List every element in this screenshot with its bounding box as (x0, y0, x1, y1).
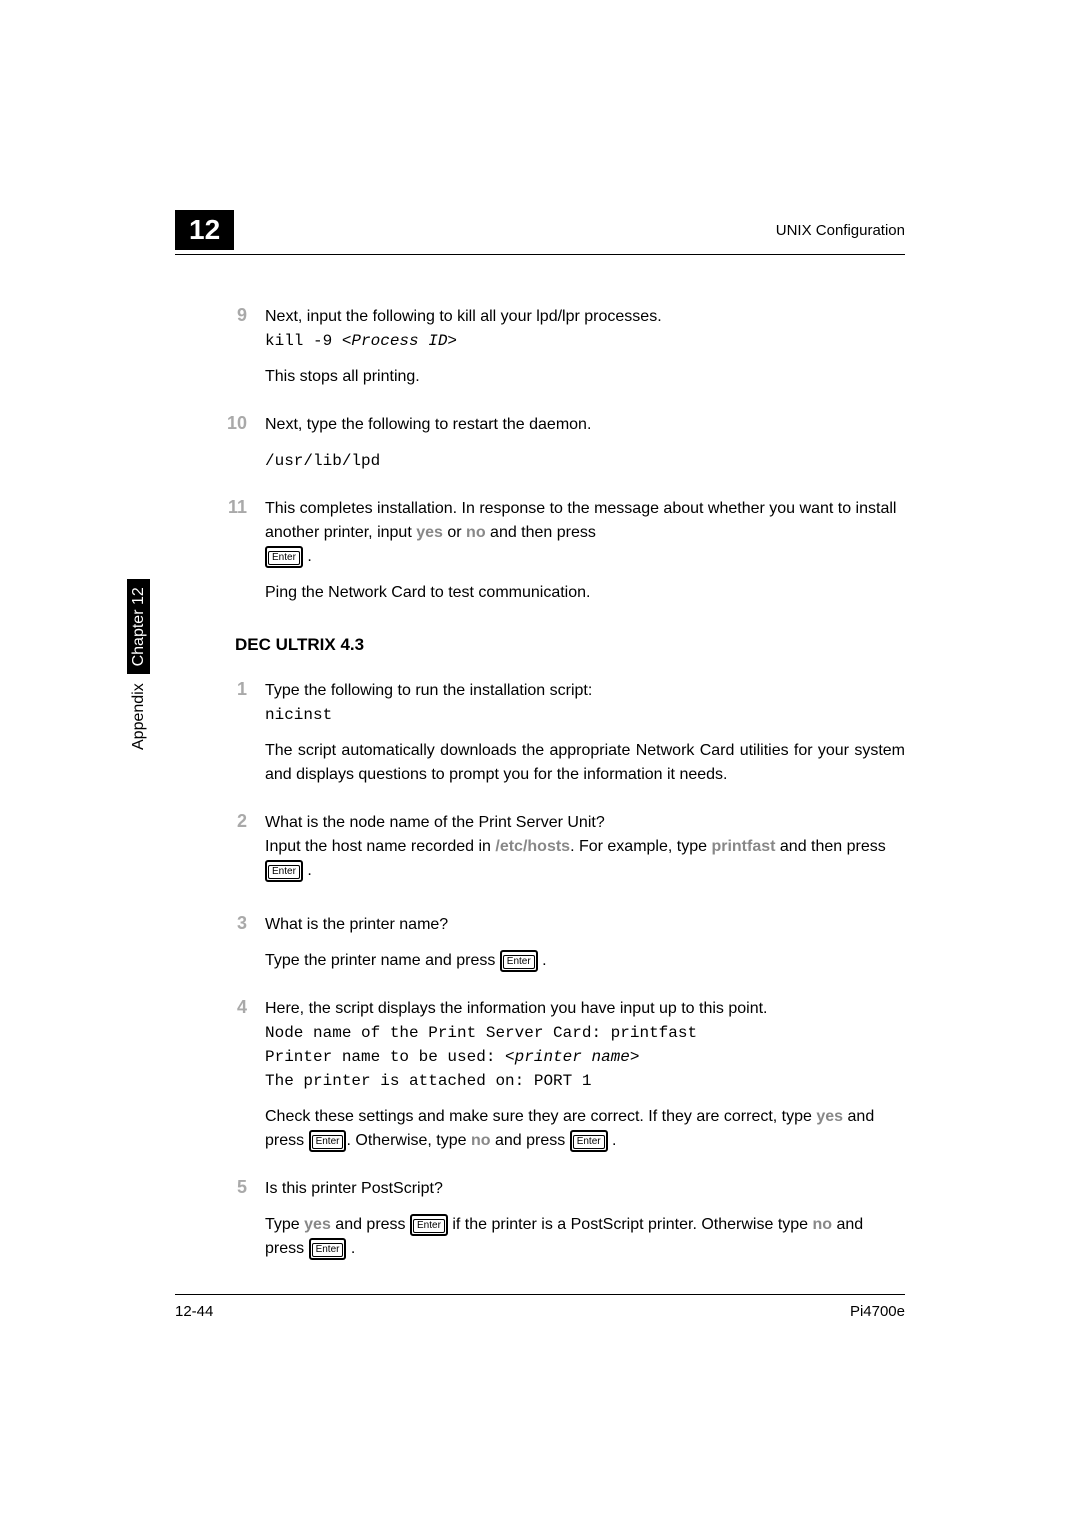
step-9: 9 Next, input the following to kill all … (175, 305, 905, 353)
yes-text: yes (304, 1216, 331, 1233)
step-text: What is the printer name? (265, 916, 448, 933)
step-number: 5 (175, 1177, 265, 1201)
step-b5: 5 Is this printer PostScript? (175, 1177, 905, 1201)
followup-pre: Check these settings and make sure they … (265, 1108, 816, 1125)
otherwise: . Otherwise, type (346, 1132, 471, 1149)
line2-mid: . For example, type (570, 838, 711, 855)
step-text: Next, input the following to kill all yo… (265, 308, 662, 325)
page-footer: 12-44 Pi4700e (175, 1294, 905, 1320)
yes-text: yes (816, 1108, 843, 1125)
line2-post: and then press (775, 838, 885, 855)
step-body: Here, the script displays the informatio… (265, 997, 905, 1093)
header-title: UNIX Configuration (776, 222, 905, 239)
yes-text: yes (416, 524, 443, 541)
no-text: no (466, 524, 486, 541)
sidebar-label: Appendix Chapter 12 (130, 579, 148, 750)
page-content: 12 UNIX Configuration 9 Next, input the … (175, 210, 905, 1285)
step-text: Type the following to run the installati… (265, 682, 592, 699)
code-text: nicinst (265, 706, 332, 724)
step-body: This completes installation. In response… (265, 497, 905, 569)
sidebar-prefix: Appendix (130, 683, 147, 750)
step-followup: Type the printer name and press Enter . (265, 949, 905, 973)
step-text: What is the node name of the Print Serve… (265, 814, 605, 831)
step-body: Type the following to run the installati… (265, 679, 905, 727)
step-number: 10 (175, 413, 265, 437)
step-body: What is the printer name? (265, 913, 905, 937)
and-press: and press (331, 1216, 410, 1233)
enter-key-icon: Enter (500, 950, 538, 972)
followup-pre: Type the printer name and press (265, 952, 500, 969)
code-text: kill -9 (265, 332, 342, 350)
step-text: Is this printer PostScript? (265, 1180, 443, 1197)
page-header: 12 UNIX Configuration (175, 210, 905, 255)
footer-doc: Pi4700e (850, 1303, 905, 1320)
step-text-post: and then press (486, 524, 596, 541)
step-body: Next, input the following to kill all yo… (265, 305, 905, 353)
step-code: /usr/lib/lpd (265, 449, 905, 473)
if-text: if the printer is a PostScript printer. … (448, 1216, 813, 1233)
code-line3: The printer is attached on: PORT 1 (265, 1072, 591, 1090)
printfast: printfast (711, 838, 775, 855)
step-followup: Ping the Network Card to test communicat… (265, 581, 905, 605)
enter-key-icon: Enter (570, 1130, 608, 1152)
step-number: 1 (175, 679, 265, 727)
step-followup: Check these settings and make sure they … (265, 1105, 905, 1153)
step-b4: 4 Here, the script displays the informat… (175, 997, 905, 1093)
code-line2-pre: Printer name to be used: (265, 1048, 505, 1066)
etc-hosts: /etc/hosts (495, 838, 570, 855)
section-heading: DEC ULTRIX 4.3 (235, 635, 905, 655)
line2-pre: Input the host name recorded in (265, 838, 495, 855)
step-number: 2 (175, 811, 265, 883)
step-b1: 1 Type the following to run the installa… (175, 679, 905, 727)
code-line1: Node name of the Print Server Card: prin… (265, 1024, 697, 1042)
step-number: 4 (175, 997, 265, 1093)
or-text: or (443, 524, 466, 541)
step-b3: 3 What is the printer name? (175, 913, 905, 937)
code-var: <Process ID> (342, 332, 457, 350)
and-press2: and press (491, 1132, 570, 1149)
step-followup: Type yes and press Enter if the printer … (265, 1213, 905, 1261)
enter-key-icon: Enter (265, 546, 303, 568)
step-number: 3 (175, 913, 265, 937)
step-10: 10 Next, type the following to restart t… (175, 413, 905, 437)
step-text: Next, type the following to restart the … (265, 416, 591, 433)
enter-key-icon: Enter (265, 860, 303, 882)
step-11: 11 This completes installation. In respo… (175, 497, 905, 569)
step-body: Is this printer PostScript? (265, 1177, 905, 1201)
no-text: no (471, 1132, 491, 1149)
step-number: 9 (175, 305, 265, 353)
step-body: What is the node name of the Print Serve… (265, 811, 905, 883)
footer-page: 12-44 (175, 1303, 213, 1320)
chapter-number-box: 12 (175, 210, 234, 250)
step-number: 11 (175, 497, 265, 569)
step-followup: This stops all printing. (265, 365, 905, 389)
step-followup: The script automatically downloads the a… (265, 739, 905, 787)
step-b2: 2 What is the node name of the Print Ser… (175, 811, 905, 883)
followup-pre: Type (265, 1216, 304, 1233)
no-text: no (813, 1216, 833, 1233)
step-body: Next, type the following to restart the … (265, 413, 905, 437)
step-text: Here, the script displays the informatio… (265, 1000, 768, 1017)
enter-key-icon: Enter (410, 1214, 448, 1236)
code-line2-var: <printer name> (505, 1048, 639, 1066)
enter-key-icon: Enter (309, 1238, 347, 1260)
enter-key-icon: Enter (309, 1130, 347, 1152)
sidebar-chapter: Chapter 12 (127, 579, 150, 674)
